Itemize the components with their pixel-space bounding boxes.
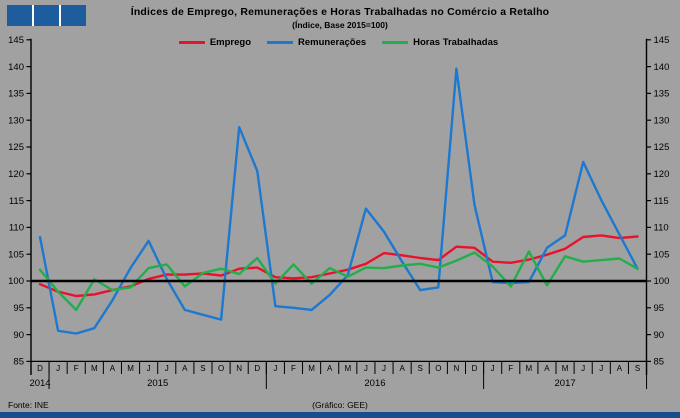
x-axis-month-label: D bbox=[254, 364, 260, 373]
y-axis-label-left: 125 bbox=[8, 142, 24, 153]
y-axis-label-left: 90 bbox=[13, 330, 24, 341]
x-axis-month-label: F bbox=[508, 364, 513, 373]
y-axis-label-right: 140 bbox=[654, 62, 670, 73]
chart-legend: Emprego Remunerações Horas Trabalhadas bbox=[31, 37, 646, 48]
y-axis-label-right: 145 bbox=[654, 35, 670, 46]
y-axis-label-left: 100 bbox=[8, 276, 24, 287]
x-axis-month-label: J bbox=[599, 364, 603, 373]
x-axis-month-label: M bbox=[308, 364, 315, 373]
gee-logo bbox=[7, 5, 86, 26]
credit-note: (Gráfico: GEE) bbox=[312, 400, 368, 410]
x-axis-year-label: 2016 bbox=[364, 378, 385, 389]
x-axis-month-label: F bbox=[291, 364, 296, 373]
x-axis-year-label: 2015 bbox=[147, 378, 168, 389]
x-axis-month-label: J bbox=[491, 364, 495, 373]
y-axis-label-right: 110 bbox=[654, 223, 669, 234]
series-line-horas-trabalhadas bbox=[38, 250, 639, 312]
y-axis-label-right: 125 bbox=[654, 142, 670, 153]
legend-item-horas-trabalhadas: Horas Trabalhadas bbox=[382, 37, 498, 48]
logo-square bbox=[61, 5, 86, 26]
x-axis-month-label: A bbox=[327, 364, 333, 373]
x-axis-month-label: F bbox=[74, 364, 79, 373]
x-axis-month-label: A bbox=[617, 364, 623, 373]
source-note: Fonte: INE bbox=[8, 400, 49, 410]
legend-swatch bbox=[267, 41, 294, 44]
x-axis-month-label: M bbox=[526, 364, 533, 373]
chart-subtitle: (Índice, Base 2015=100) bbox=[292, 20, 388, 30]
x-axis-month-label: J bbox=[165, 364, 169, 373]
legend-swatch bbox=[382, 41, 409, 44]
bottom-bar bbox=[0, 412, 680, 418]
x-axis-year-label: 2014 bbox=[29, 378, 50, 389]
y-axis-label-left: 95 bbox=[13, 303, 24, 314]
x-axis-month-label: M bbox=[344, 364, 351, 373]
y-axis-label-right: 120 bbox=[654, 169, 670, 180]
x-axis-month-label: D bbox=[37, 364, 43, 373]
x-axis-month-label: J bbox=[581, 364, 585, 373]
y-axis-label-left: 85 bbox=[13, 357, 24, 368]
y-axis-label-left: 135 bbox=[8, 89, 24, 100]
x-axis-month-label: J bbox=[273, 364, 277, 373]
legend-item-remunera-es: Remunerações bbox=[267, 37, 366, 48]
x-axis-month-label: S bbox=[635, 364, 640, 373]
y-axis-label-right: 95 bbox=[654, 303, 665, 314]
y-axis-label-right: 115 bbox=[654, 196, 669, 207]
y-axis-label-right: 90 bbox=[654, 330, 665, 341]
x-axis-month-label: O bbox=[435, 364, 441, 373]
legend-item-emprego: Emprego bbox=[178, 37, 252, 48]
x-axis-month-label: J bbox=[147, 364, 151, 373]
x-axis-month-label: S bbox=[200, 364, 205, 373]
x-axis-month-label: N bbox=[236, 364, 242, 373]
x-axis-month-label: M bbox=[562, 364, 569, 373]
logo-square bbox=[34, 5, 59, 26]
y-axis-label-right: 130 bbox=[654, 115, 670, 126]
y-axis-label-right: 85 bbox=[654, 357, 665, 368]
legend-label: Horas Trabalhadas bbox=[413, 37, 499, 48]
x-axis-month-label: M bbox=[127, 364, 134, 373]
x-axis-year-label: 2017 bbox=[555, 378, 576, 389]
x-axis-month-label: S bbox=[418, 364, 423, 373]
x-axis-month-label: J bbox=[382, 364, 386, 373]
legend-swatch bbox=[178, 41, 205, 44]
x-axis-month-label: A bbox=[110, 364, 116, 373]
y-axis-label-right: 135 bbox=[654, 89, 670, 100]
x-axis-month-label: A bbox=[544, 364, 550, 373]
y-axis-label-left: 105 bbox=[8, 249, 24, 260]
series-line-remunera-es bbox=[38, 67, 639, 335]
y-axis-label-right: 100 bbox=[654, 276, 670, 287]
x-axis-month-label: M bbox=[91, 364, 98, 373]
y-axis-label-left: 145 bbox=[8, 35, 24, 46]
x-axis-month-label: J bbox=[56, 364, 60, 373]
x-axis-month-label: D bbox=[472, 364, 478, 373]
x-axis-month-label: A bbox=[399, 364, 405, 373]
x-axis-month-label: A bbox=[182, 364, 188, 373]
y-axis-label-left: 130 bbox=[8, 115, 24, 126]
y-axis-label-left: 140 bbox=[8, 62, 24, 73]
y-axis-label-left: 120 bbox=[8, 169, 24, 180]
legend-label: Remunerações bbox=[298, 37, 367, 48]
y-axis-label-left: 115 bbox=[9, 196, 24, 207]
x-axis-month-label: J bbox=[364, 364, 368, 373]
chart-canvas: 85 85 90 90 95 95 100 100 105 105 110 110 115 115 120 1… bbox=[8, 35, 670, 389]
x-axis-month-label: O bbox=[218, 364, 224, 373]
x-axis-month-label: N bbox=[454, 364, 460, 373]
chart-title: Índices de Emprego, Remunerações e Horas… bbox=[130, 6, 550, 18]
y-axis-label-left: 110 bbox=[9, 223, 24, 234]
y-axis-label-right: 105 bbox=[654, 249, 670, 260]
logo-square bbox=[7, 5, 32, 26]
legend-label: Emprego bbox=[209, 37, 252, 48]
